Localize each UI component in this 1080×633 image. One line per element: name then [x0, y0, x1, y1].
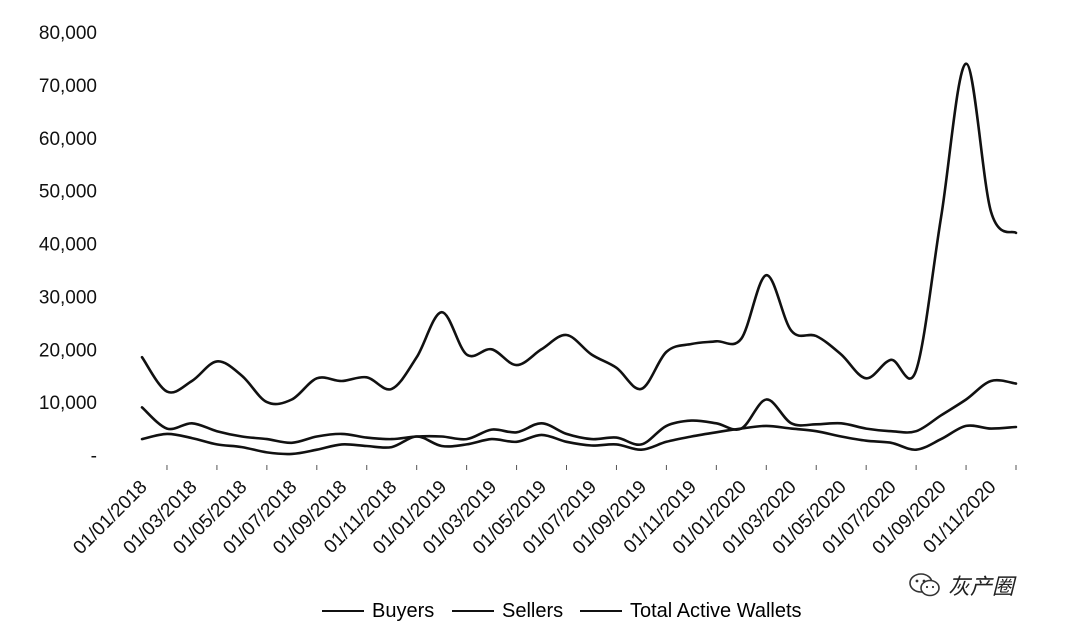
- watermark: 灰产圈: [908, 565, 1048, 605]
- legend-label-buyers: Buyers: [372, 599, 435, 622]
- watermark-text: 灰产圈: [948, 575, 1015, 600]
- series-line-total-active-wallets: [140, 62, 1018, 406]
- legend: Buyers Sellers Total Active Wallets: [0, 597, 1080, 625]
- series-lines: [140, 62, 1018, 456]
- legend-swatch-total-active-wallets: [580, 610, 622, 612]
- legend-swatch-sellers: [452, 610, 494, 612]
- legend-swatch-buyers: [322, 610, 364, 612]
- y-tick-label: 50,000: [39, 182, 97, 203]
- legend-label-total-active-wallets: Total Active Wallets: [630, 599, 802, 622]
- wechat-icon: [909, 573, 940, 597]
- y-tick-label: 60,000: [39, 129, 97, 150]
- y-axis-ticks: - 10,000 20,000 30,000 40,000 50,000 60,000 70,…: [39, 23, 97, 467]
- legend-item-total-active-wallets: Total Active Wallets: [580, 597, 802, 625]
- legend-item-sellers: Sellers: [452, 597, 563, 625]
- x-axis-minor-ticks: [166, 465, 1017, 470]
- series-line-buyers: [140, 424, 1018, 456]
- x-axis-ticks: 01/01/201801/03/201801/05/201801/07/2018…: [69, 477, 1000, 559]
- y-tick-label: 70,000: [39, 76, 97, 97]
- legend-label-sellers: Sellers: [502, 599, 564, 622]
- y-tick-label: 20,000: [39, 340, 97, 361]
- y-tick-label: 40,000: [39, 235, 97, 256]
- legend-item-buyers: Buyers: [322, 597, 434, 625]
- y-tick-label: 80,000: [39, 23, 97, 44]
- y-tick-label: 10,000: [39, 393, 97, 414]
- y-tick-label: -: [91, 446, 97, 467]
- series-line-sellers: [140, 378, 1018, 447]
- y-tick-label: 30,000: [39, 287, 97, 308]
